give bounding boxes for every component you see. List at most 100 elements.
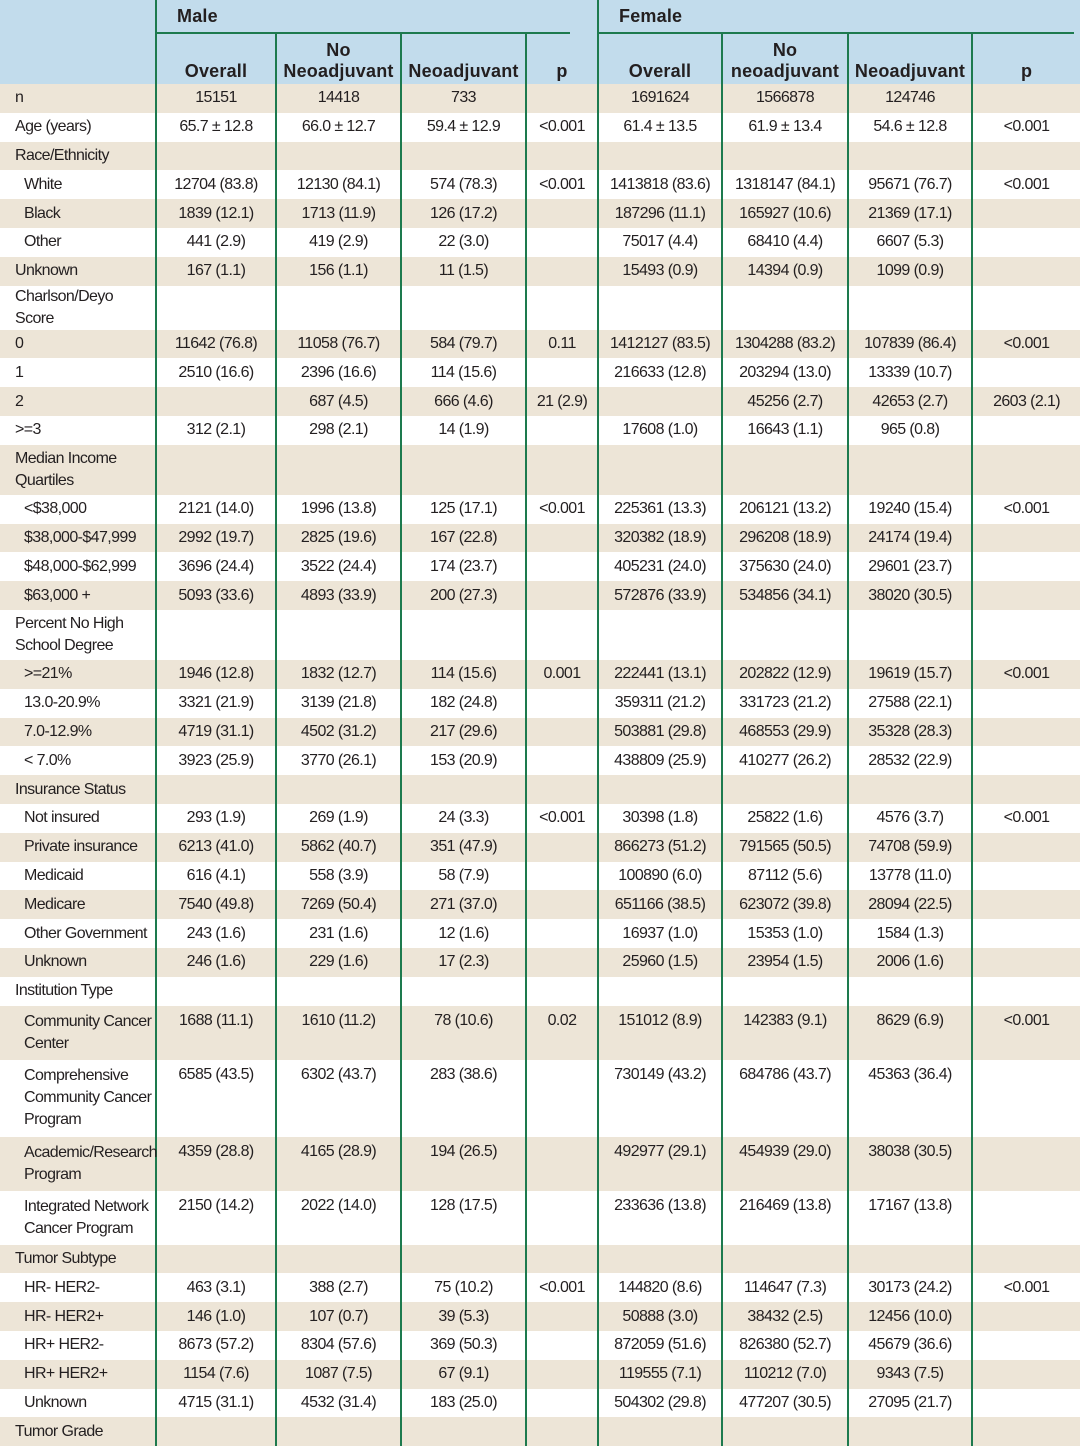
row-label: $48,000-$62,999: [24, 557, 137, 575]
table-cell: [524, 609, 599, 660]
table-cell: 124746: [847, 84, 973, 113]
table-cell: [721, 1244, 849, 1274]
table-cell: 246 (1.6): [155, 947, 276, 977]
table-cell: [971, 415, 1080, 445]
table-row: 2 687 (4.5) 666 (4.6) 21 (2.9) 45256 (2.7) 42…: [0, 387, 1080, 416]
table-cell: 666 (4.6): [400, 387, 526, 416]
table-cell: 30398 (1.8): [597, 803, 723, 833]
table-row: Comprehensive Community Cancer Program 65…: [0, 1059, 1080, 1137]
table-cell: [400, 976, 526, 1006]
table-cell: [971, 717, 1080, 747]
table-cell: [597, 387, 723, 416]
table-cell: [971, 609, 1080, 660]
table-cell: [524, 1059, 599, 1137]
table-cell: [971, 1330, 1080, 1360]
row-label: 1: [15, 363, 24, 381]
table-row: 0 11642 (76.8) 11058 (76.7) 584 (79.7) 0.11 1…: [0, 329, 1080, 359]
table-cell: 1610 (11.2): [275, 1005, 401, 1060]
table-cell: [847, 775, 973, 804]
row-label: Medicare: [0, 890, 156, 920]
table-cell: 269 (1.9): [275, 803, 401, 833]
table-cell: 194 (26.5): [400, 1136, 526, 1191]
column-header-2: No Neoadjuvant: [275, 33, 401, 84]
table-cell: 733: [400, 84, 526, 113]
row-label: 2: [0, 387, 156, 416]
table-cell: [155, 387, 276, 416]
header-female: Female: [597, 0, 1080, 33]
table-cell: 125 (17.1): [400, 494, 526, 524]
row-label: HR- HER2-: [24, 1278, 100, 1296]
table-cell: 872059 (51.6): [597, 1330, 723, 1360]
table-cell: 128 (17.5): [400, 1190, 526, 1245]
table-cell: [971, 688, 1080, 718]
table-cell: 187296 (11.1): [597, 199, 723, 228]
table-cell: 13339 (10.7): [847, 358, 973, 388]
table-cell: [275, 444, 401, 495]
table-cell: 463 (3.1): [155, 1273, 276, 1303]
table-cell: 4165 (28.9): [275, 1136, 401, 1191]
table-cell: 27095 (21.7): [847, 1388, 973, 1418]
table-cell: 3321 (21.9): [155, 688, 276, 718]
table-cell: 293 (1.9): [155, 803, 276, 833]
table-row: >=21% 1946 (12.8) 1832 (12.7) 114 (15.6) 0.0…: [0, 659, 1080, 689]
table-cell: [155, 775, 276, 804]
table-cell: 0.02: [524, 1005, 599, 1060]
header-blank: [0, 0, 156, 33]
table-row: Unknown 4715 (31.1) 4532 (31.4) 183 (25.0) 5…: [0, 1388, 1080, 1418]
table-cell: [597, 444, 723, 495]
table-cell: [971, 1359, 1080, 1389]
table-cell: [721, 444, 849, 495]
table-cell: 142383 (9.1): [721, 1005, 849, 1060]
table-cell: 107839 (86.4): [847, 329, 973, 359]
table-cell: 503881 (29.8): [597, 717, 723, 747]
table-cell: [524, 1136, 599, 1191]
table-cell: [524, 976, 599, 1006]
table-row: 1 2510 (16.6) 2396 (16.6) 114 (15.6) 216633 …: [0, 358, 1080, 388]
table-cell: 320382 (18.9): [597, 523, 723, 553]
table-cell: 39 (5.3): [400, 1302, 526, 1331]
table-cell: [524, 1244, 599, 1274]
table-cell: [524, 444, 599, 495]
table-cell: 558 (3.9): [275, 861, 401, 891]
table-cell: [524, 919, 599, 948]
row-label: Unknown: [24, 1393, 87, 1411]
table-cell: [721, 775, 849, 804]
table-cell: 15493 (0.9): [597, 256, 723, 286]
table-cell: <0.001: [524, 494, 599, 524]
table-cell: 14418: [275, 84, 401, 113]
table-cell: 419 (2.9): [275, 227, 401, 257]
table-cell: 16643 (1.1): [721, 415, 849, 445]
table-cell: 534856 (34.1): [721, 581, 849, 610]
table-cell: [155, 609, 276, 660]
table-cell: [400, 775, 526, 804]
table-cell: 19619 (15.7): [847, 659, 973, 689]
table-cell: 74708 (59.9): [847, 832, 973, 862]
table-cell: 217 (29.6): [400, 717, 526, 747]
table-cell: [524, 746, 599, 776]
table-cell: <0.001: [971, 803, 1080, 833]
table-cell: 6302 (43.7): [275, 1059, 401, 1137]
table-row: Unknown 246 (1.6) 229 (1.6) 17 (2.3) 25960 (…: [0, 947, 1080, 977]
table-cell: 574 (78.3): [400, 170, 526, 200]
table-cell: 13778 (11.0): [847, 861, 973, 891]
table-cell: [597, 609, 723, 660]
row-label: 13.0-20.9%: [24, 694, 100, 712]
row-label: $38,000-$47,999: [0, 523, 156, 553]
table-cell: [275, 285, 401, 330]
table-cell: [524, 688, 599, 718]
table-cell: [971, 919, 1080, 948]
table-cell: 0.11: [524, 329, 599, 359]
table-cell: 312 (2.1): [155, 415, 276, 445]
table-cell: 65.7 ± 12.8: [155, 112, 276, 142]
table-cell: [597, 141, 723, 171]
table-cell: 183 (25.0): [400, 1388, 526, 1418]
table-cell: 298 (2.1): [275, 415, 401, 445]
table-cell: 3139 (21.8): [275, 688, 401, 718]
table-cell: 42653 (2.7): [847, 387, 973, 416]
table-cell: 687 (4.5): [275, 387, 401, 416]
table-cell: <0.001: [524, 803, 599, 833]
row-label: n: [0, 84, 156, 113]
table-cell: 11 (1.5): [400, 256, 526, 286]
table-cell: [721, 609, 849, 660]
